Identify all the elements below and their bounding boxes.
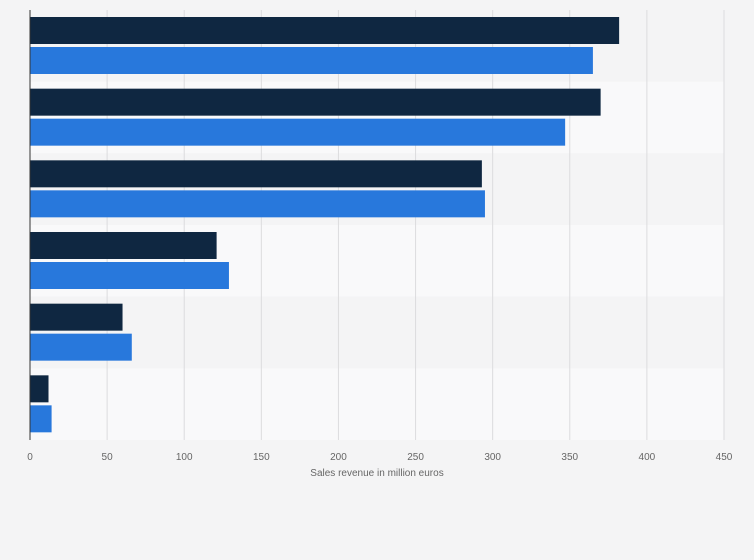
bar <box>30 88 601 116</box>
x-tick-label: 400 <box>639 452 656 463</box>
x-axis-ticks: 0 50 100 150 200 250 300 350 400 450 <box>27 452 733 463</box>
x-tick-label: 200 <box>330 452 347 463</box>
bar <box>30 17 620 44</box>
bar <box>30 47 593 74</box>
bar <box>30 333 132 361</box>
x-tick-label: 50 <box>102 452 114 463</box>
x-tick-label: 100 <box>176 452 193 463</box>
bar <box>30 303 123 331</box>
category-band <box>30 296 724 369</box>
bars <box>30 17 620 433</box>
x-tick-label: 350 <box>561 452 578 463</box>
gridlines <box>106 10 725 440</box>
category-bands <box>30 10 724 440</box>
x-tick-label: 150 <box>253 452 270 463</box>
bar <box>30 190 485 218</box>
x-tick-label: 250 <box>407 452 424 463</box>
bar <box>30 262 229 289</box>
x-tick-label: 300 <box>484 452 501 463</box>
x-axis-title: Sales revenue in million euros <box>310 468 443 479</box>
bar <box>30 160 482 188</box>
bar <box>30 232 217 259</box>
x-tick-label: 0 <box>27 452 33 463</box>
category-band <box>30 368 724 440</box>
bar <box>30 118 566 146</box>
x-tick-label: 450 <box>716 452 733 463</box>
bar <box>30 405 52 433</box>
bar <box>30 375 49 403</box>
